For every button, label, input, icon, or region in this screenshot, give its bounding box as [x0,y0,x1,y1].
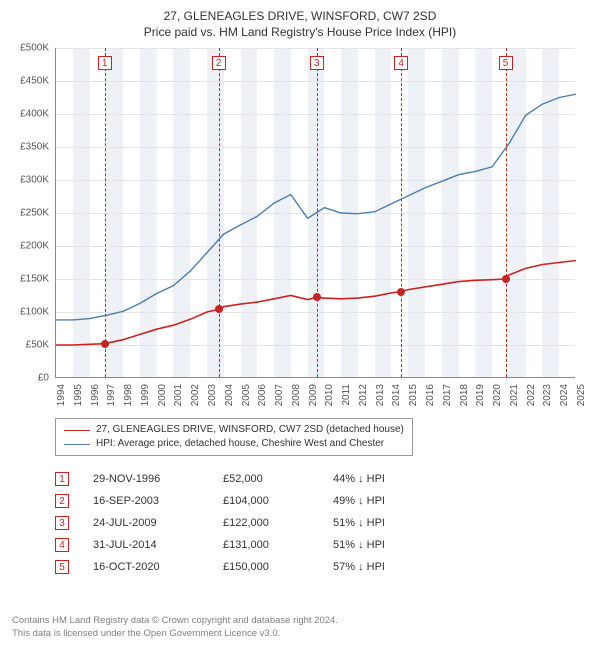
sales-table-row: 1 29-NOV-1996£52,00044% ↓ HPI [55,468,555,490]
legend-swatch-hpi [64,444,90,445]
sales-row-pct: 44% ↓ HPI [333,473,443,485]
sale-point-dot [313,293,321,301]
footer-line-2: This data is licensed under the Open Gov… [12,628,588,640]
sale-point-dot [101,340,109,348]
legend: 27, GLENEAGLES DRIVE, WINSFORD, CW7 2SD … [55,418,413,456]
legend-row-hpi: HPI: Average price, detached house, Ches… [64,437,404,451]
chart-plot: 1994199519961997199819992000200120022003… [55,48,575,378]
sales-row-index: 2 [55,494,69,508]
series-line-property [56,261,576,346]
chart-y-tick-label: £300K [1,175,49,186]
sales-row-pct: 49% ↓ HPI [333,495,443,507]
sales-row-price: £131,000 [223,539,333,551]
sales-row-index: 3 [55,516,69,530]
sales-row-index: 1 [55,472,69,486]
sales-row-date: 24-JUL-2009 [93,517,223,529]
footer-attribution: Contains HM Land Registry data © Crown c… [12,615,588,640]
footer-line-1: Contains HM Land Registry data © Crown c… [12,615,588,627]
chart-y-tick-label: £400K [1,109,49,120]
chart-area: 1994199519961997199819992000200120022003… [55,48,575,378]
sale-marker-index: 1 [98,56,112,70]
legend-label-hpi: HPI: Average price, detached house, Ches… [96,437,384,451]
sale-point-dot [215,305,223,313]
sale-point-dot [502,275,510,283]
sales-row-price: £150,000 [223,561,333,573]
sales-row-pct: 51% ↓ HPI [333,517,443,529]
chart-title-subtitle: Price paid vs. HM Land Registry's House … [0,24,600,40]
sales-table-row: 4 31-JUL-2014£131,00051% ↓ HPI [55,534,555,556]
chart-y-tick-label: £150K [1,274,49,285]
sales-row-date: 16-OCT-2020 [93,561,223,573]
chart-y-tick-label: £500K [1,43,49,54]
sales-row-price: £122,000 [223,517,333,529]
sales-row-pct: 51% ↓ HPI [333,539,443,551]
chart-y-tick-label: £50K [1,340,49,351]
sales-row-date: 16-SEP-2003 [93,495,223,507]
sales-table-row: 3 24-JUL-2009£122,00051% ↓ HPI [55,512,555,534]
sales-row-price: £104,000 [223,495,333,507]
sales-row-index: 5 [55,560,69,574]
chart-y-tick-label: £100K [1,307,49,318]
sale-marker-index: 3 [310,56,324,70]
chart-y-tick-label: £350K [1,142,49,153]
chart-y-tick-label: £450K [1,76,49,87]
chart-y-tick-label: £200K [1,241,49,252]
sales-row-price: £52,000 [223,473,333,485]
sale-marker-index: 4 [394,56,408,70]
sales-table-row: 2 16-SEP-2003£104,00049% ↓ HPI [55,490,555,512]
sales-row-index: 4 [55,538,69,552]
series-line-hpi [56,94,576,320]
chart-lines-svg [56,48,576,378]
chart-title-block: 27, GLENEAGLES DRIVE, WINSFORD, CW7 2SD … [0,0,600,44]
sales-row-date: 29-NOV-1996 [93,473,223,485]
sale-marker-index: 2 [212,56,226,70]
sales-table: 1 29-NOV-1996£52,00044% ↓ HPI 2 16-SEP-2003… [55,468,555,578]
legend-label-property: 27, GLENEAGLES DRIVE, WINSFORD, CW7 2SD … [96,423,404,437]
chart-title-address: 27, GLENEAGLES DRIVE, WINSFORD, CW7 2SD [0,8,600,24]
sales-row-date: 31-JUL-2014 [93,539,223,551]
sale-marker-index: 5 [499,56,513,70]
sales-row-pct: 57% ↓ HPI [333,561,443,573]
legend-swatch-property [64,430,90,431]
chart-y-tick-label: £0 [1,373,49,384]
chart-y-tick-label: £250K [1,208,49,219]
sales-table-row: 5 16-OCT-2020£150,00057% ↓ HPI [55,556,555,578]
legend-row-property: 27, GLENEAGLES DRIVE, WINSFORD, CW7 2SD … [64,423,404,437]
sale-point-dot [397,288,405,296]
